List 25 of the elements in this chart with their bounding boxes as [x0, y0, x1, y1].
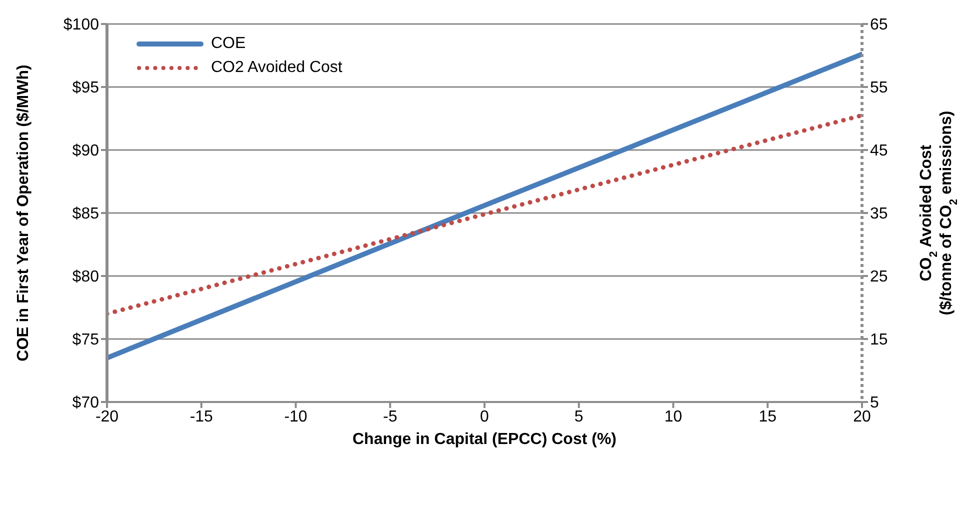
legend-label: COE	[211, 35, 246, 53]
x-tick-label: 5	[574, 408, 584, 426]
y2-tick-label: 65	[870, 16, 888, 34]
y-tick-label: $85	[72, 206, 100, 223]
y2-tick-label: 45	[870, 142, 888, 160]
x-tick-label: 10	[664, 408, 682, 426]
y-tick-label: $95	[72, 80, 100, 97]
y-axis-title: COE in First Year of Operation ($/MWh)	[15, 64, 32, 362]
y2-tick-label: 55	[870, 80, 888, 97]
x-tick-label: 15	[758, 408, 777, 426]
y2-tick-label: 15	[870, 332, 888, 349]
y-tick-label: $100	[63, 16, 100, 34]
x-tick-label: -10	[284, 408, 308, 426]
y-tick-label: $75	[72, 332, 100, 349]
x-tick-label: 20	[853, 408, 871, 426]
x-axis-title: Change in Capital (EPCC) Cost (%)	[352, 431, 617, 448]
x-tick-label: -5	[383, 408, 398, 426]
y-tick-label: $90	[72, 142, 100, 160]
y2-tick-label: 25	[870, 268, 888, 286]
y-tick-label: $80	[72, 268, 100, 286]
legend-label: CO2 Avoided Cost	[211, 59, 342, 77]
x-tick-label: 0	[480, 408, 490, 426]
y2-tick-label: 35	[870, 206, 888, 223]
y2-tick-label: 5	[870, 394, 879, 412]
x-tick-label: -15	[190, 408, 214, 426]
